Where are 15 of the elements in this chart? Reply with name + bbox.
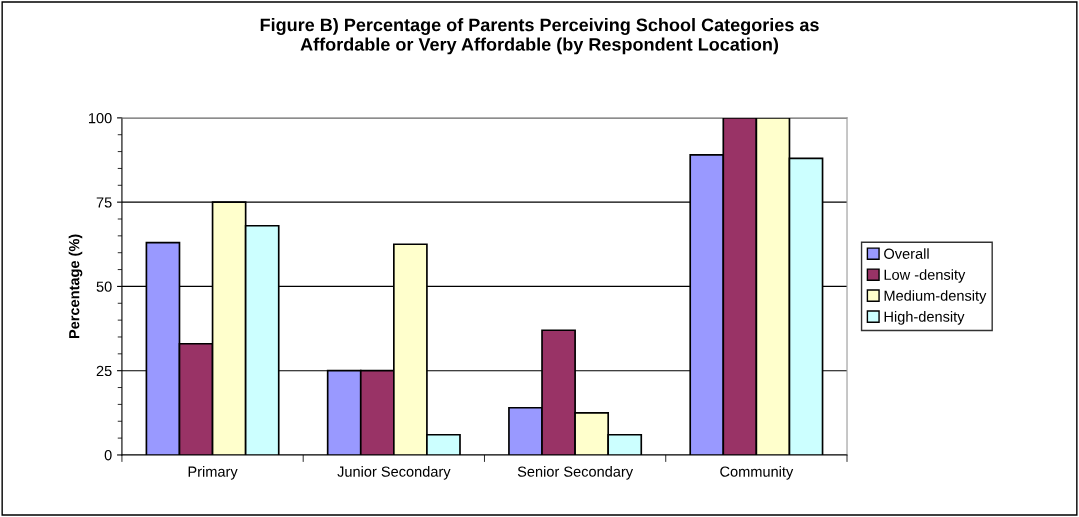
x-tick-label: Primary [188,466,238,480]
legend-label: Overall [884,248,929,259]
y-tick-label: 75 [96,197,112,208]
y-tick-label: 50 [96,281,112,292]
y-tick-label: 0 [104,450,112,461]
chart-title: Figure B) Percentage of Parents Perceiving School Categories as Affordable or Very Affordable (by Respondent Location) [260,18,819,55]
x-tick-label: Senior Secondary [517,466,634,480]
y-tick-label: 100 [88,112,112,124]
legend-label: High-density [884,311,965,325]
y-axis-title: Percentage (%) [68,234,83,339]
x-tick-label: Community [720,466,794,480]
x-tick-label: Junior Secondary [337,466,451,480]
legend-label: Medium-density [884,290,987,304]
y-tick-label: 25 [96,365,112,377]
legend-label: Low -density [884,269,966,283]
